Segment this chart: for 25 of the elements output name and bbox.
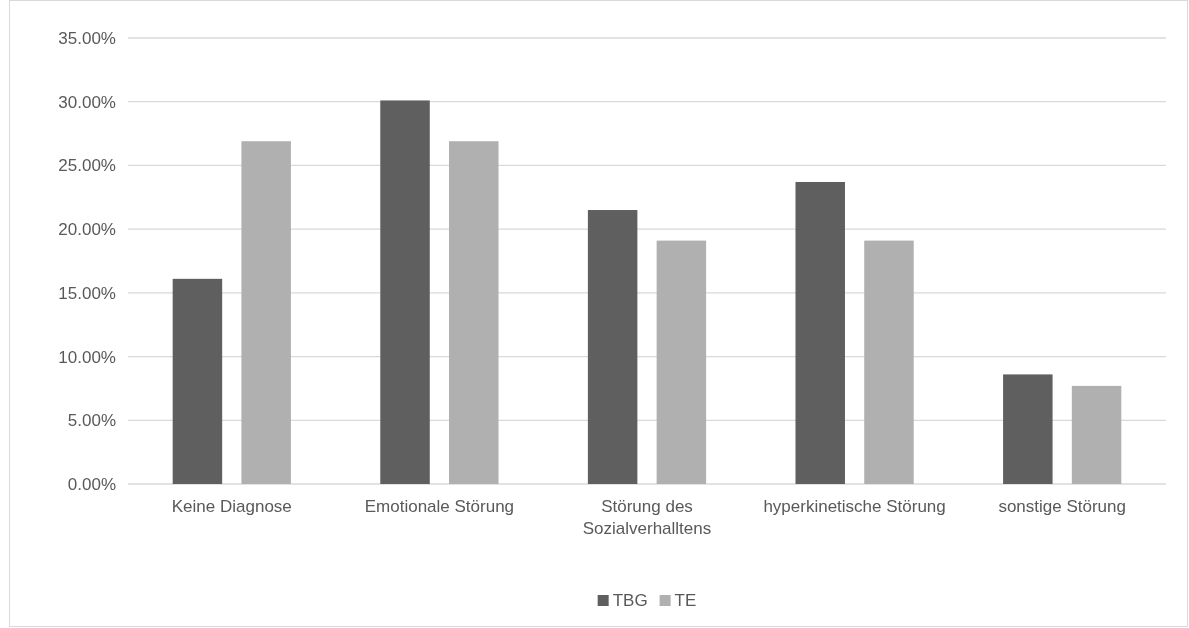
x-tick-label: Emotionale Störung: [364, 497, 515, 516]
y-tick-label: 25.00%: [58, 156, 116, 176]
bar: [380, 100, 430, 484]
x-tick-label: Keine Diagnose: [171, 497, 292, 516]
y-tick-label: 5.00%: [67, 411, 116, 431]
bar: [241, 141, 291, 484]
bar: [1003, 374, 1053, 484]
bar: [656, 240, 707, 484]
bar: [449, 141, 499, 484]
y-tick-label: 30.00%: [58, 92, 116, 112]
y-tick-label: 35.00%: [58, 28, 116, 48]
x-tick-label: sonstige Störung: [998, 497, 1126, 516]
bar: [172, 278, 223, 484]
bar: [795, 181, 845, 484]
y-tick-label: 10.00%: [58, 347, 116, 367]
x-tick-label: hyperkinetische Störung: [763, 497, 946, 516]
legend-label: TBG: [612, 591, 648, 610]
legend-label: TE: [674, 591, 697, 610]
bar: [587, 210, 638, 484]
bar: [1071, 385, 1122, 484]
x-tick-label: Störung des Sozialverhalltens: [582, 497, 712, 538]
y-tick-label: 15.00%: [58, 283, 116, 303]
y-tick-label: 0.00%: [67, 474, 116, 494]
bar: [864, 240, 914, 484]
y-tick-label: 20.00%: [58, 220, 116, 240]
